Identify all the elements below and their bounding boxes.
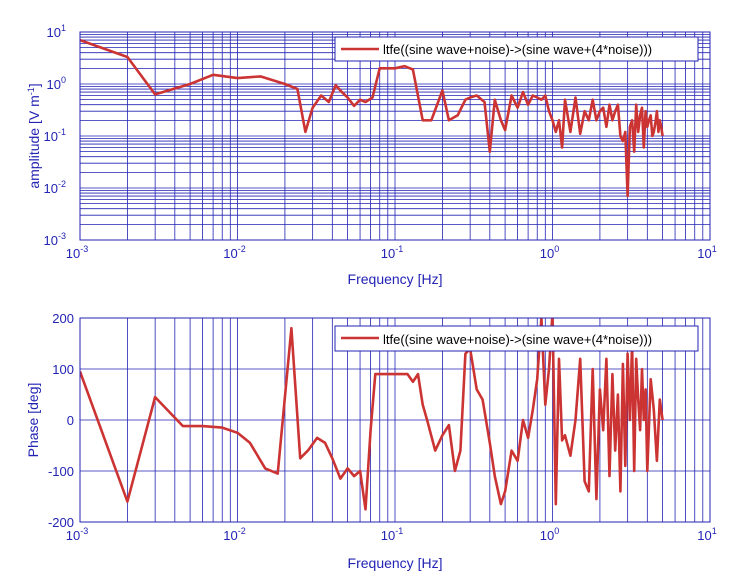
phase-x-axis-label: Frequency [Hz] — [348, 555, 443, 571]
phase-grid — [79, 317, 710, 523]
amplitude-y-tick-label: 10-3 — [44, 231, 66, 248]
amplitude-x-tick-label: 10-1 — [381, 244, 403, 261]
phase-legend-box — [334, 325, 699, 352]
phase-legend-label: ltfe((sine wave+noise)->(sine wave+(4*no… — [383, 332, 652, 347]
amplitude-y-tick-label: 10-2 — [44, 179, 66, 196]
amplitude-x-tick-label: 10-3 — [66, 244, 88, 261]
phase-x-tick-label: 101 — [697, 526, 716, 543]
amplitude-y-tick-label: 101 — [47, 23, 66, 40]
amplitude-x-tick-labels: 10-3 10-2 10-1 100 101 — [66, 244, 717, 261]
phase-x-tick-label: 10-1 — [381, 526, 403, 543]
phase-y-tick-labels: 200 100 0 -100 -200 — [48, 311, 74, 530]
phase-x-tick-label: 10-3 — [66, 526, 88, 543]
phase-x-tick-label: 10-2 — [223, 526, 245, 543]
phase-y-tick-label: -100 — [48, 464, 74, 479]
phase-series-line — [80, 318, 664, 511]
phase-series-polyline — [80, 318, 664, 511]
amplitude-y-tick-label: 10-1 — [44, 127, 66, 144]
amplitude-series-polyline — [80, 38, 664, 198]
amplitude-legend: ltfe((sine wave+noise)->(sine wave+(4*no… — [334, 36, 699, 62]
amplitude-panel: 10-3 10-2 10-1 100 101 101 100 10-1 10-2 10-3 Fr… — [26, 23, 717, 287]
phase-y-tick-label: -200 — [48, 515, 74, 530]
amplitude-legend-label: ltfe((sine wave+noise)->(sine wave+(4*no… — [383, 42, 652, 57]
amplitude-x-tick-label: 101 — [697, 244, 716, 261]
amplitude-y-tick-labels: 101 100 10-1 10-2 10-3 — [44, 23, 66, 248]
phase-x-tick-labels: 10-3 10-2 10-1 100 101 — [66, 526, 717, 543]
amplitude-axes-frame — [79, 31, 711, 241]
amplitude-x-axis-label: Frequency [Hz] — [348, 271, 443, 287]
amplitude-legend-box — [334, 36, 699, 62]
phase-x-tick-label: 100 — [540, 526, 559, 543]
phase-y-tick-label: 100 — [52, 362, 74, 377]
amplitude-y-tick-label: 100 — [47, 75, 66, 92]
amplitude-x-tick-label: 100 — [540, 244, 559, 261]
phase-y-tick-label: 0 — [67, 413, 74, 428]
phase-y-axis-label: Phase [deg] — [25, 383, 41, 458]
amplitude-series-line — [80, 38, 664, 198]
phase-y-tick-label: 200 — [52, 311, 74, 326]
amplitude-y-axis-label: amplitude [V m-1] — [26, 83, 42, 188]
phase-axes-frame — [79, 317, 711, 523]
phase-panel: 10-3 10-2 10-1 100 101 200 100 0 -100 -200 Frequ… — [25, 311, 717, 571]
amplitude-x-tick-label: 10-2 — [223, 244, 245, 261]
phase-legend: ltfe((sine wave+noise)->(sine wave+(4*no… — [334, 325, 699, 352]
